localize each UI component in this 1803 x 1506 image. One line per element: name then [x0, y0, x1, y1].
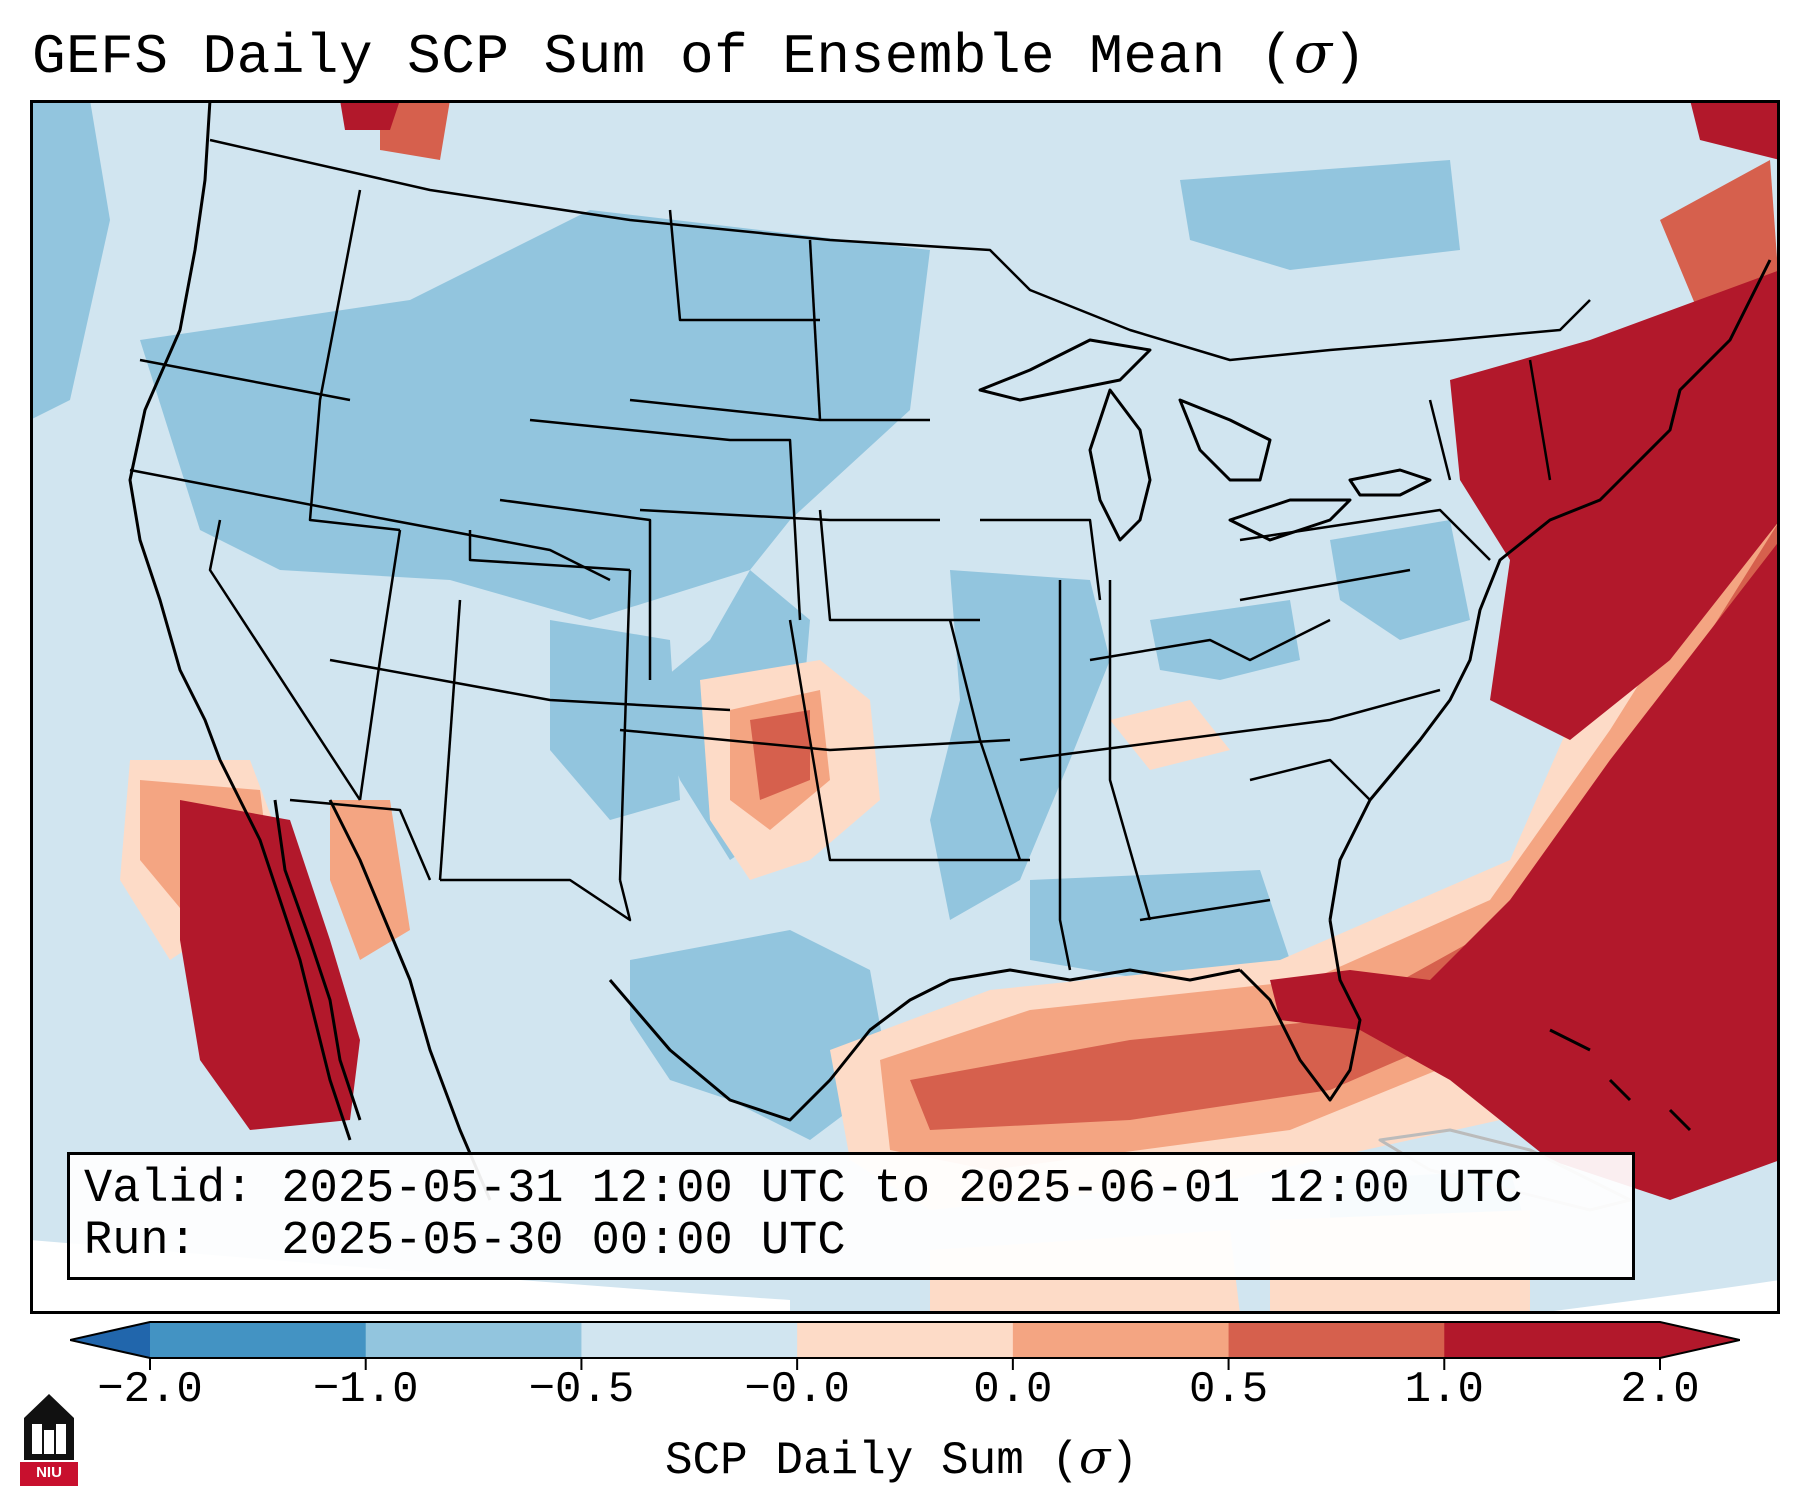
- colorbar-tick-label: −1.0: [312, 1365, 419, 1415]
- negative-anomaly-regions: [30, 100, 1530, 1260]
- colorbar: [70, 1321, 1740, 1370]
- valid-time-text: Valid: 2025-05-31 12:00 UTC to 2025-06-0…: [84, 1163, 1523, 1216]
- colorbar-segment: [581, 1322, 798, 1358]
- colorbar-segment: [1012, 1322, 1230, 1358]
- colorbar-tick-label: −2.0: [97, 1365, 203, 1415]
- colorbar-tick-label: 1.0: [1404, 1365, 1484, 1415]
- colorbar-outline: [70, 1321, 1740, 1359]
- niu-logo: NIU: [20, 1390, 78, 1486]
- colorbar-segment: [365, 1322, 582, 1358]
- colorbar-tick-label: −0.0: [744, 1365, 850, 1415]
- colorbar-segment: [1444, 1322, 1661, 1358]
- state-borders: [129, 138, 1591, 971]
- colorbar-tick-label: 0.0: [973, 1365, 1053, 1415]
- colorbar-under-arrow: [70, 1322, 150, 1358]
- map-frame: [30, 100, 1780, 1314]
- colorbar-tick-label: 2.0: [1620, 1365, 1700, 1415]
- chart-title: GEFS Daily SCP Sum of Ensemble Mean (σ): [32, 21, 1367, 90]
- colorbar-segment: [150, 1322, 367, 1358]
- colorbar-label: SCP Daily Sum (σ): [664, 1430, 1139, 1487]
- colorbar-tick-label: −0.5: [528, 1365, 635, 1415]
- run-time-text: Run: 2025-05-30 00:00 UTC: [84, 1215, 846, 1268]
- colorbar-segment: [1228, 1322, 1445, 1358]
- extreme-positive-regions: [180, 100, 1780, 1200]
- valid-run-info-box: Valid: 2025-05-31 12:00 UTC to 2025-06-0…: [67, 1152, 1635, 1280]
- colorbar-segment: [797, 1322, 1014, 1358]
- niu-logo-icon: [20, 1394, 78, 1486]
- colorbar-over-arrow: [1660, 1322, 1740, 1358]
- map-panel: [30, 100, 1780, 1314]
- niu-logo-text: NIU: [36, 1464, 62, 1481]
- colorbar-tick-label: 0.5: [1188, 1365, 1269, 1415]
